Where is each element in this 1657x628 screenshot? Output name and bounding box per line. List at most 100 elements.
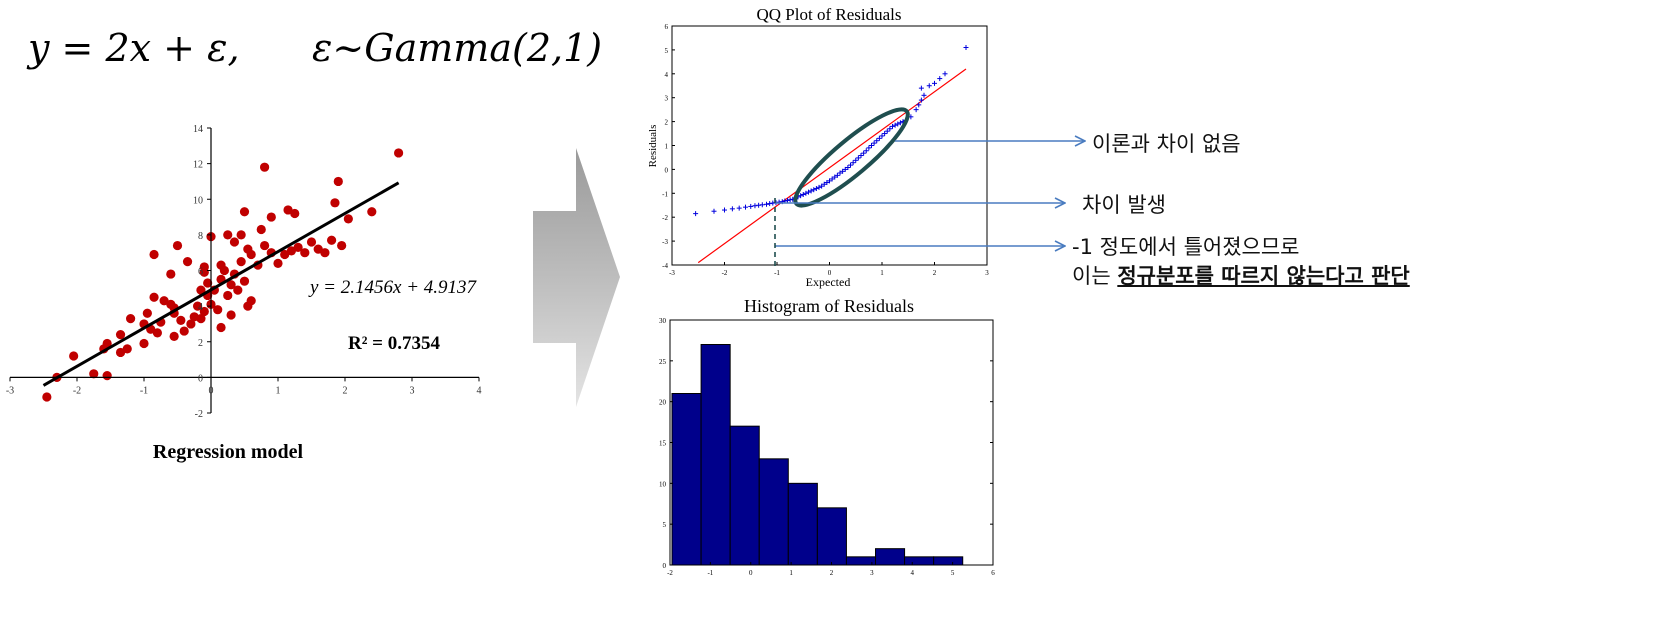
regression-fit-equation: y = 2.1456x + 4.9137 <box>308 277 478 298</box>
regression-point <box>337 240 347 251</box>
qq-x-tick-label: 2 <box>933 269 937 277</box>
qq-point <box>824 180 830 186</box>
qq-point <box>850 160 856 166</box>
histogram-y-tick-label: 5 <box>663 521 667 529</box>
regression-point <box>260 162 270 172</box>
regression-point <box>223 290 233 301</box>
qq-point <box>827 178 832 184</box>
regression-point <box>122 344 132 354</box>
qq-point <box>895 121 901 127</box>
equation-lhs: y = 2x + ε, <box>28 26 240 70</box>
qq-point <box>937 76 943 82</box>
regression-point <box>152 328 162 338</box>
qq-point <box>879 133 885 139</box>
regression-point <box>306 237 317 247</box>
regression-y-tick-label: 10 <box>193 195 203 206</box>
qq-point <box>748 203 754 209</box>
regression-point <box>196 285 206 295</box>
regression-point <box>273 258 283 268</box>
regression-point <box>126 313 136 324</box>
regression-point <box>256 224 266 235</box>
qq-y-tick-label: -1 <box>662 190 668 198</box>
qq-point <box>816 184 822 190</box>
regression-point <box>115 330 126 340</box>
qq-plot-title: QQ Plot of Residuals <box>757 5 902 24</box>
regression-point <box>367 207 377 217</box>
qq-point <box>813 186 819 192</box>
qq-point <box>798 193 804 199</box>
qq-point <box>800 191 806 197</box>
regression-x-tick-label: 4 <box>477 385 482 396</box>
regression-point <box>229 237 240 247</box>
qq-y-tick-label: 5 <box>665 47 669 55</box>
qq-point <box>785 197 790 203</box>
regression-point <box>394 148 404 158</box>
regression-point <box>239 276 250 286</box>
regression-point <box>142 308 152 318</box>
histogram-x-tick-label: -2 <box>667 569 673 577</box>
regression-point <box>320 248 330 258</box>
annotation-deviation-line2: 이는 정규분포를 따르지 않는다고 판단 <box>1072 260 1410 290</box>
regression-point <box>223 230 233 240</box>
histogram-y-tick-label: 0 <box>663 562 667 570</box>
qq-x-tick-label: 1 <box>880 269 884 277</box>
histogram-y-tick-label: 25 <box>659 358 667 366</box>
qq-point <box>874 138 880 144</box>
qq-point <box>764 201 769 207</box>
qq-point <box>892 122 898 128</box>
qq-y-tick-label: 6 <box>665 23 669 31</box>
qq-point <box>918 97 924 103</box>
qq-point <box>806 189 811 195</box>
qq-x-tick-label: 0 <box>828 269 832 277</box>
qq-ylabel: Residuals <box>647 125 659 168</box>
qq-point <box>913 107 919 113</box>
regression-point <box>199 262 209 272</box>
qq-point <box>832 174 838 180</box>
regression-point <box>172 240 183 251</box>
regression-point <box>290 208 300 219</box>
regression-point <box>186 319 196 329</box>
qq-point <box>808 188 814 194</box>
qq-point <box>853 157 859 163</box>
qq-point <box>882 131 888 137</box>
histogram-y-tick-label: 15 <box>659 440 667 448</box>
regression-point <box>149 249 159 260</box>
histogram-y-tick-label: 10 <box>659 480 667 488</box>
qq-point <box>829 176 835 182</box>
regression-point <box>213 305 223 315</box>
regression-y-tick-label: 4 <box>198 302 203 313</box>
regression-point <box>330 198 340 208</box>
qq-point <box>759 202 765 208</box>
qq-point <box>918 85 924 91</box>
regression-point <box>300 248 310 258</box>
annotation-difference: 차이 발생 <box>1082 193 1166 217</box>
regression-point <box>182 256 193 267</box>
regression-y-tick-label: 12 <box>193 160 203 171</box>
regression-point <box>199 306 209 317</box>
qq-point <box>811 187 817 193</box>
histogram-y-tick-label: 20 <box>659 399 667 407</box>
qq-y-tick-label: 2 <box>665 119 669 127</box>
qq-point <box>803 190 809 196</box>
regression-x-tick-label: 1 <box>276 385 281 396</box>
qq-y-tick-label: -4 <box>662 262 668 270</box>
qq-point <box>932 80 937 86</box>
histogram-y-tick-label: 30 <box>659 317 667 325</box>
histogram-x-tick-label: 2 <box>830 569 834 577</box>
regression-y-tick-label: 2 <box>198 338 203 349</box>
regression-point <box>196 313 206 324</box>
regression-point <box>169 331 179 342</box>
regression-point <box>246 249 256 260</box>
equation-rhs: ε~Gamma(2,1) <box>312 26 603 70</box>
histogram-x-tick-label: 3 <box>870 569 874 577</box>
regression-point <box>246 296 256 306</box>
transition-arrow-icon <box>533 148 620 407</box>
qq-y-tick-label: 4 <box>665 71 669 79</box>
qq-point <box>963 45 969 51</box>
residual-histogram: Histogram of Residuals -2 -1 0 1 2 3 4 5 6 0 5 10 15… <box>659 296 995 577</box>
regression-point <box>266 212 276 222</box>
qq-point <box>842 166 848 172</box>
regression-y-tick-label: -2 <box>195 409 203 420</box>
qq-x-tick-label: -2 <box>722 269 728 277</box>
